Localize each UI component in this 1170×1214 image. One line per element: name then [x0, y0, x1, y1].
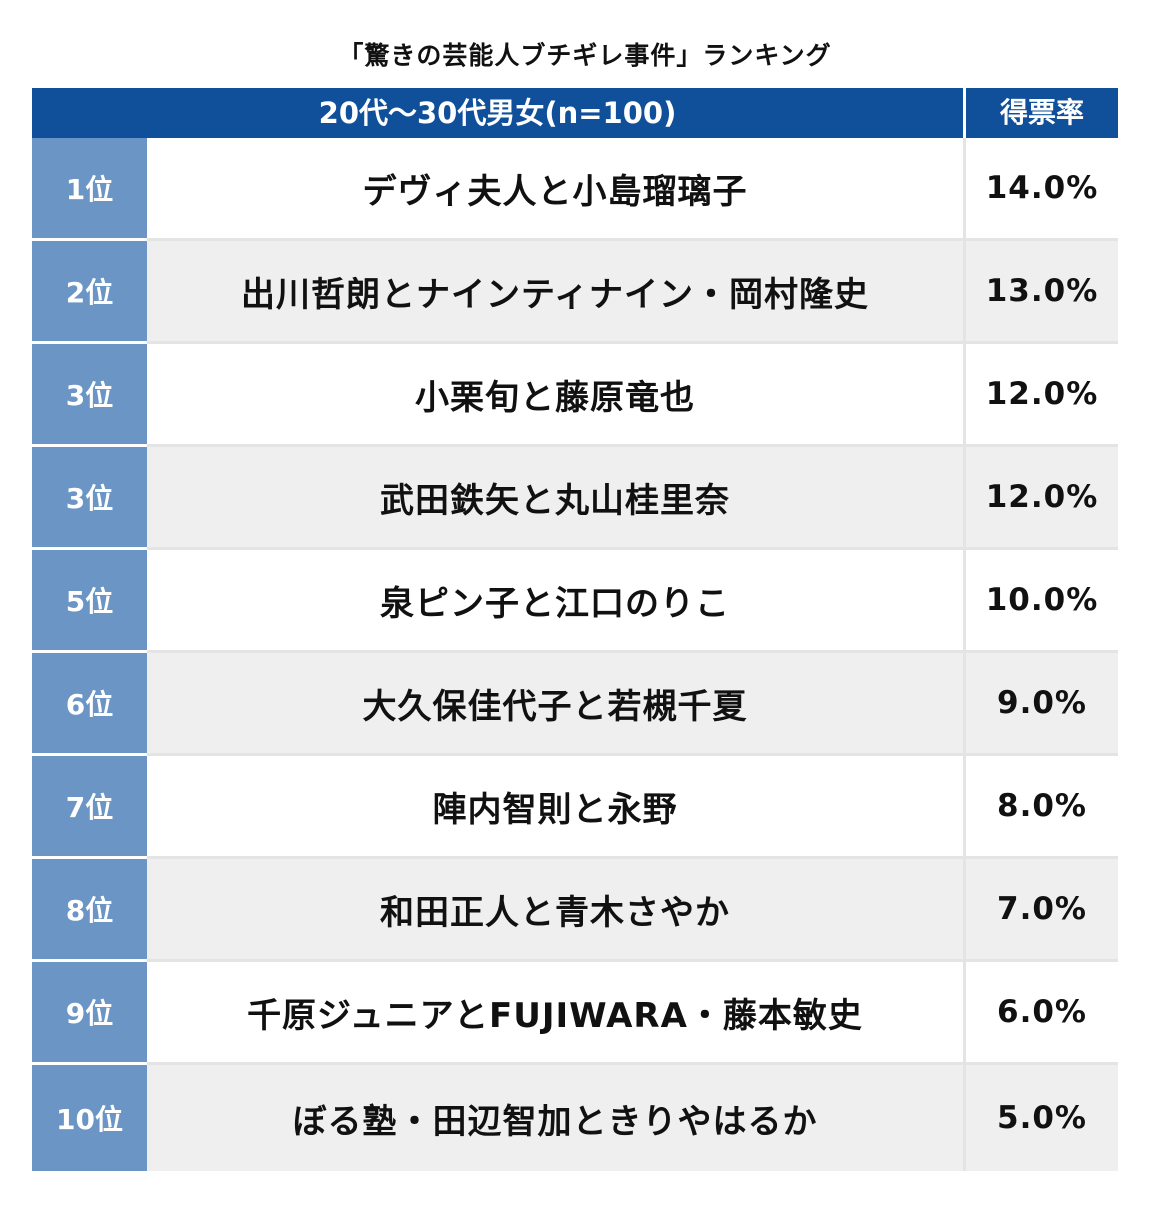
name-cell: デヴィ夫人と小島瑠璃子 [147, 138, 963, 238]
chart-title: 「驚きの芸能人ブチギレ事件」ランキング [338, 41, 832, 70]
group-header: 20代〜30代男女(n=100) [32, 88, 963, 138]
rank-cell: 7位 [32, 756, 147, 859]
column-divider [963, 653, 966, 753]
table-row: 9位 千原ジュニアとFUJIWARA・藤本敏史 6.0% [32, 962, 1118, 1065]
table-header: 20代〜30代男女(n=100) 得票率 [32, 88, 1118, 138]
table-row: 2位 出川哲朗とナインティナイン・岡村隆史 13.0% [32, 241, 1118, 344]
rank-cell: 9位 [32, 962, 147, 1065]
rank-cell: 3位 [32, 447, 147, 550]
rate-cell: 10.0% [966, 550, 1118, 650]
table-row: 5位 泉ピン子と江口のりこ 10.0% [32, 550, 1118, 653]
rank-cell: 1位 [32, 138, 147, 241]
rank-cell: 5位 [32, 550, 147, 653]
table-row: 1位 デヴィ夫人と小島瑠璃子 14.0% [32, 138, 1118, 241]
name-cell: 陣内智則と永野 [147, 756, 963, 856]
table-row: 8位 和田正人と青木さやか 7.0% [32, 859, 1118, 962]
column-divider [963, 344, 966, 444]
name-cell: 和田正人と青木さやか [147, 859, 963, 959]
column-divider [963, 1065, 966, 1171]
column-divider [963, 138, 966, 238]
name-cell: ぼる塾・田辺智加ときりやはるか [147, 1065, 963, 1171]
rate-cell: 12.0% [966, 447, 1118, 547]
rank-cell: 6位 [32, 653, 147, 756]
rate-cell: 9.0% [966, 653, 1118, 753]
column-divider [963, 447, 966, 547]
table-body: 1位 デヴィ夫人と小島瑠璃子 14.0% 2位 出川哲朗とナインティナイン・岡村隆史 13… [32, 138, 1118, 1171]
column-divider [963, 756, 966, 856]
column-divider [963, 859, 966, 959]
table-row: 10位 ぼる塾・田辺智加ときりやはるか 5.0% [32, 1065, 1118, 1171]
table-row: 3位 小栗旬と藤原竜也 12.0% [32, 344, 1118, 447]
rank-cell: 3位 [32, 344, 147, 447]
rate-cell: 13.0% [966, 241, 1118, 341]
name-cell: 千原ジュニアとFUJIWARA・藤本敏史 [147, 962, 963, 1062]
rate-cell: 5.0% [966, 1065, 1118, 1171]
table-row: 7位 陣内智則と永野 8.0% [32, 756, 1118, 859]
table-row: 6位 大久保佳代子と若槻千夏 9.0% [32, 653, 1118, 756]
rank-cell: 8位 [32, 859, 147, 962]
rate-cell: 8.0% [966, 756, 1118, 856]
name-cell: 武田鉄矢と丸山桂里奈 [147, 447, 963, 547]
name-cell: 出川哲朗とナインティナイン・岡村隆史 [147, 241, 963, 341]
rank-cell: 10位 [32, 1065, 147, 1171]
column-divider [963, 962, 966, 1062]
table-row: 3位 武田鉄矢と丸山桂里奈 12.0% [32, 447, 1118, 550]
column-divider [963, 241, 966, 341]
rate-header: 得票率 [966, 88, 1118, 138]
rate-cell: 6.0% [966, 962, 1118, 1062]
rate-cell: 7.0% [966, 859, 1118, 959]
ranking-table: 20代〜30代男女(n=100) 得票率 1位 デヴィ夫人と小島瑠璃子 14.0% 2… [32, 88, 1118, 1171]
rank-cell: 2位 [32, 241, 147, 344]
header-divider [963, 88, 966, 138]
column-divider [963, 550, 966, 650]
name-cell: 小栗旬と藤原竜也 [147, 344, 963, 444]
name-cell: 泉ピン子と江口のりこ [147, 550, 963, 650]
rate-cell: 14.0% [966, 138, 1118, 238]
name-cell: 大久保佳代子と若槻千夏 [147, 653, 963, 753]
rate-cell: 12.0% [966, 344, 1118, 444]
